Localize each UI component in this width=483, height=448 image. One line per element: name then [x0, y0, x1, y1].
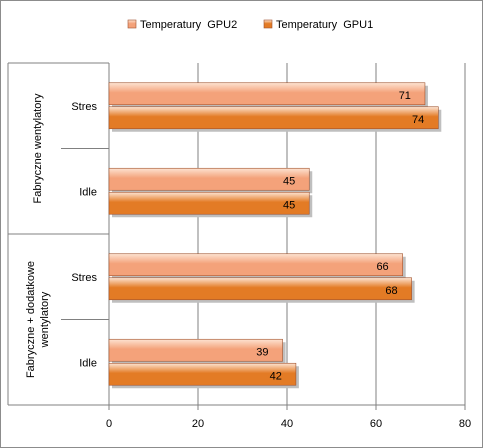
- bar-gpu2: [108, 82, 426, 106]
- bar-gpu2: [108, 338, 283, 362]
- legend-label: Temperatury GPU2: [140, 19, 237, 31]
- row-label: Stres: [71, 272, 97, 284]
- x-tick-label: 80: [459, 418, 471, 430]
- group-label: Fabryczne + dodatkowe wentylatory: [25, 261, 51, 378]
- row-label: Stres: [71, 101, 97, 113]
- row-label: Idle: [79, 357, 97, 369]
- x-tick-label: 40: [281, 418, 293, 430]
- x-tick-label: 20: [192, 418, 204, 430]
- data-label: 45: [283, 199, 295, 211]
- bar-gpu1: [108, 277, 412, 301]
- data-label: 42: [270, 370, 282, 382]
- data-label: 68: [385, 285, 397, 297]
- legend-swatch: [127, 19, 137, 29]
- data-label: 39: [256, 346, 268, 358]
- legend-label: Temperatury GPU1: [276, 19, 373, 31]
- data-label: 71: [399, 90, 411, 102]
- x-tick-label: 0: [106, 418, 112, 430]
- data-label: 66: [376, 261, 388, 273]
- group-label-line: Fabryczne wentylatory: [32, 93, 44, 204]
- data-label: 45: [283, 175, 295, 187]
- bar-gpu2: [108, 167, 310, 191]
- group-label-line: Fabryczne + dodatkowe: [25, 261, 37, 378]
- x-tick-label: 60: [370, 418, 382, 430]
- group-label: Fabryczne wentylatory: [32, 93, 44, 204]
- bar-gpu2: [108, 253, 404, 277]
- bar-gpu1: [108, 191, 310, 215]
- data-label: 74: [412, 114, 424, 126]
- row-label: Idle: [79, 186, 97, 198]
- legend-swatch: [263, 19, 273, 29]
- group-label-line: wentylatory: [39, 291, 51, 348]
- bar-gpu1: [108, 362, 297, 386]
- bar-gpu1: [108, 106, 439, 130]
